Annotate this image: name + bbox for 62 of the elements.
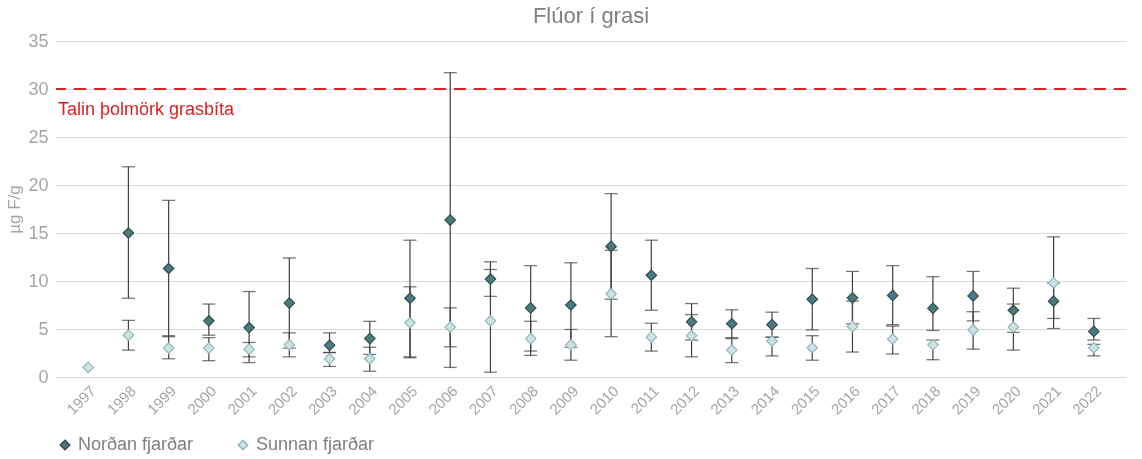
y-tick-label: 25 (28, 126, 49, 147)
point (967, 324, 979, 336)
point (82, 361, 95, 374)
point (725, 317, 738, 330)
point (524, 332, 537, 345)
y-tick-label: 20 (28, 174, 49, 195)
point (1007, 321, 1020, 333)
point (404, 292, 416, 305)
point (886, 289, 899, 302)
point (565, 299, 577, 311)
point (203, 342, 215, 355)
y-tick-label: 0 (38, 366, 49, 387)
point (203, 315, 215, 327)
point (1087, 325, 1100, 338)
point (243, 321, 255, 334)
point (927, 339, 939, 351)
point (1007, 304, 1020, 317)
point (404, 316, 416, 329)
y-axis-title: µg F/g (5, 185, 25, 234)
point (846, 291, 859, 304)
y-tick-label: 35 (28, 30, 49, 51)
point (484, 273, 497, 285)
point (605, 240, 617, 253)
point (122, 227, 135, 239)
point (283, 297, 296, 309)
point (886, 333, 899, 345)
point (565, 339, 577, 351)
point (323, 339, 336, 352)
point (846, 320, 859, 333)
point (444, 321, 457, 333)
y-tick-label: 5 (38, 318, 49, 339)
point (444, 214, 457, 226)
legend-label: Norðan fjarðar (78, 434, 194, 454)
point (725, 344, 738, 356)
point (645, 269, 658, 282)
point (766, 318, 778, 331)
point (283, 339, 296, 351)
point (162, 262, 175, 275)
point (122, 329, 135, 342)
point (685, 329, 698, 342)
legend-label: Sunnan fjarðar (256, 434, 375, 454)
point (645, 331, 658, 343)
point (1047, 295, 1060, 307)
point (1047, 277, 1060, 289)
point (363, 352, 376, 365)
point (162, 342, 175, 355)
y-tick-label: 30 (28, 78, 49, 99)
point (243, 343, 255, 355)
ref-line-label: Talin þolmörk grasbíta (58, 99, 236, 119)
point (806, 293, 819, 306)
point (484, 315, 497, 327)
point (605, 288, 617, 300)
point (685, 315, 698, 328)
point (524, 302, 537, 314)
point (927, 302, 939, 315)
y-tick-label: 10 (28, 270, 49, 291)
point (363, 332, 376, 345)
point (766, 335, 778, 347)
point (806, 341, 819, 354)
chart-title: Flúor í grasi (532, 3, 650, 28)
point (967, 290, 979, 302)
y-tick-label: 15 (28, 222, 49, 243)
